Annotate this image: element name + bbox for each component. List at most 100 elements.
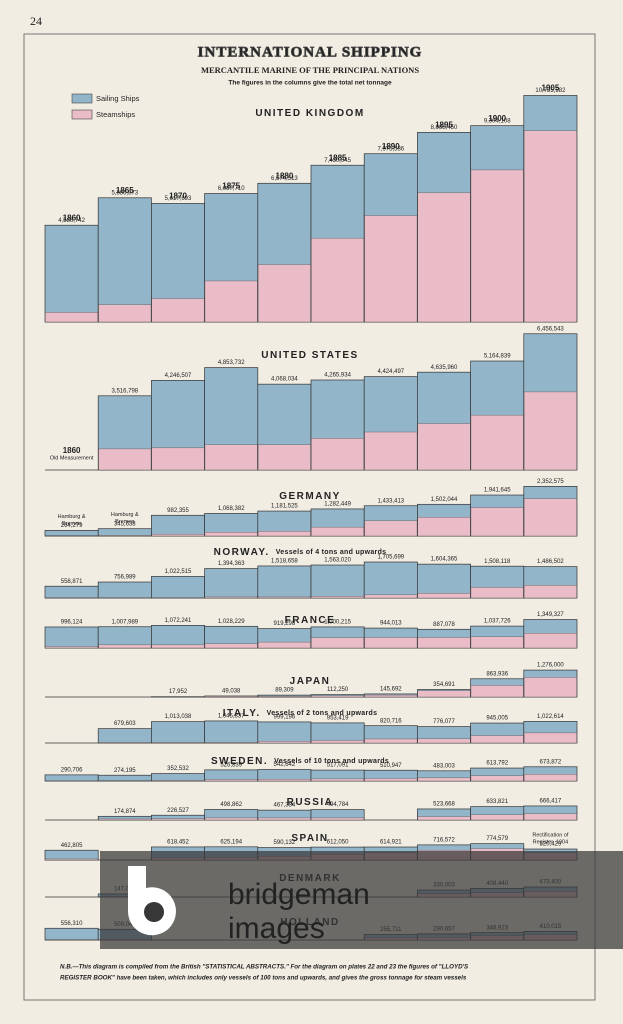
steam-bar <box>98 818 152 821</box>
total-bar <box>97 774 152 782</box>
value-label: 49,038 <box>222 689 241 695</box>
steam-bar <box>98 448 152 471</box>
value-label: 4,265,934 <box>324 373 351 379</box>
steam-bar <box>151 780 205 782</box>
value-label: 1,282,449 <box>324 502 351 508</box>
value-label: 556,310 <box>61 921 83 927</box>
chart-note: Vessels of 2 tons and upwards <box>267 710 378 717</box>
steam-bar <box>98 304 152 323</box>
steam-bar <box>257 817 311 821</box>
value-label: 5,164,839 <box>484 354 511 360</box>
year-label: 1890 <box>382 142 400 151</box>
steam-bar <box>98 535 152 537</box>
total-bar <box>44 626 99 649</box>
steam-bar <box>151 447 205 471</box>
chart-note: Vessels of 4 tons and upwards <box>276 549 387 556</box>
value-label: 919,298 <box>274 621 296 627</box>
steam-bar <box>257 596 311 599</box>
chart-title: UNITED STATES <box>261 350 358 361</box>
steam-bar <box>204 280 258 323</box>
value-label: 9,304,108 <box>484 118 511 124</box>
steam-bar <box>45 646 99 649</box>
steam-bar <box>204 742 258 744</box>
value-label: 226,527 <box>167 808 189 814</box>
steam-bar <box>470 169 524 323</box>
chart-title: GERMANY <box>279 491 341 502</box>
column-note: Bremen <box>115 519 134 525</box>
steam-bar <box>257 531 311 537</box>
steam-bar <box>151 742 205 744</box>
total-bar <box>151 576 205 599</box>
value-label: 1,604,365 <box>431 557 458 563</box>
steam-bar <box>204 444 258 471</box>
total-bar <box>310 722 365 744</box>
steam-bar <box>151 298 205 323</box>
value-label: 1,072,241 <box>165 618 192 624</box>
steam-bar <box>364 431 418 471</box>
steam-bar <box>151 644 205 649</box>
steam-bar <box>523 585 577 599</box>
column-note: Bremen <box>62 521 81 527</box>
steam-bar <box>470 507 524 537</box>
value-label: 2,352,575 <box>537 479 564 485</box>
steam-bar <box>45 858 99 861</box>
value-label: 483,003 <box>433 763 455 769</box>
steam-bar <box>257 641 311 649</box>
year-label: 1870 <box>169 192 187 201</box>
value-label: 1,433,413 <box>377 498 404 504</box>
value-label: 145,692 <box>380 687 402 693</box>
total-bar <box>151 514 205 537</box>
steam-bar <box>311 596 365 599</box>
value-label: 1,276,000 <box>537 663 564 669</box>
steam-bar <box>311 637 365 649</box>
steam-bar <box>204 695 258 698</box>
value-label: 1,518,658 <box>271 559 298 565</box>
title: INTERNATIONAL SHIPPING <box>198 44 423 60</box>
total-bar <box>151 721 205 744</box>
chart-title-text: FRANCE <box>285 615 336 626</box>
chart-title: RUSSIA <box>287 797 334 808</box>
steam-bar <box>311 817 365 821</box>
value-label: 4,586,742 <box>58 218 85 224</box>
steam-bar <box>470 685 524 698</box>
value-label: 614,921 <box>380 840 402 846</box>
value-label: 666,417 <box>540 799 562 805</box>
value-label: 1,508,118 <box>484 559 511 565</box>
value-label: 5,617,693 <box>165 196 192 202</box>
footnote: N.B.—This diagram is compiled from the B… <box>60 964 469 971</box>
column-note: Rectification of <box>532 832 569 838</box>
steam-bar <box>417 777 471 782</box>
steam-bar <box>417 690 471 698</box>
steam-bar <box>151 534 205 537</box>
value-label: 354,691 <box>433 682 455 688</box>
value-label: 1,502,044 <box>431 497 458 503</box>
value-label: 613,792 <box>486 761 508 767</box>
frame <box>23 33 596 1001</box>
steam-bar <box>257 264 311 323</box>
value-label: 6,574,513 <box>271 176 298 182</box>
steam-bar <box>204 779 258 782</box>
value-label: 612,050 <box>327 840 349 846</box>
steam-bar <box>364 694 418 698</box>
legend-swatch <box>71 109 93 120</box>
steam-bar <box>364 637 418 649</box>
value-label: 863,936 <box>486 671 508 677</box>
value-label: 3,516,798 <box>111 388 138 394</box>
value-label: 1,068,382 <box>218 506 245 512</box>
value-label: 6,456,543 <box>537 326 564 332</box>
charts: UNITED KINGDOM18604,586,74218655,886,873… <box>44 84 578 941</box>
value-label: 462,805 <box>61 843 83 849</box>
value-label: 10,735,582 <box>535 88 566 94</box>
steam-bar <box>257 444 311 471</box>
value-label: 7,430,045 <box>324 158 351 164</box>
steam-bar <box>523 732 577 744</box>
chart-title: SWEDEN. Vessels of 10 tons and upwards <box>211 756 389 767</box>
value-label: 1,013,038 <box>165 714 192 720</box>
value-label: 945,005 <box>486 716 508 722</box>
value-label: 953,419 <box>327 715 349 721</box>
value-label: 467,384 <box>274 803 296 809</box>
value-label: 982,355 <box>167 508 189 514</box>
steam-bar <box>417 637 471 649</box>
value-label: 999,196 <box>274 714 296 720</box>
steam-bar <box>204 817 258 821</box>
